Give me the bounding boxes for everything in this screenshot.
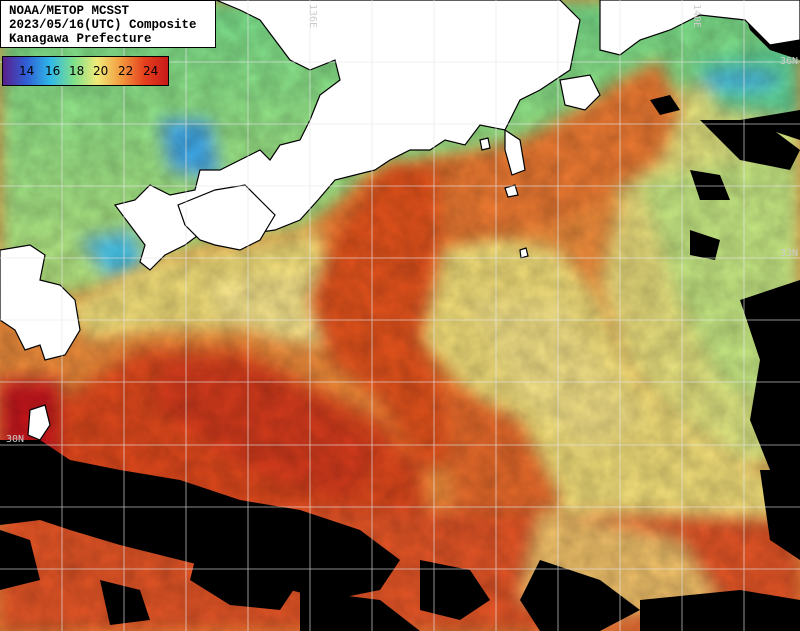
legend-tick-24: 24 <box>143 64 159 78</box>
legend-tick-16: 16 <box>45 64 61 78</box>
kyushu-land <box>0 244 81 361</box>
lon-label-136: 136E <box>307 4 318 29</box>
legend-tick-22: 22 <box>118 64 134 78</box>
islet-3 <box>27 404 51 441</box>
legend-tick-18: 18 <box>69 64 85 78</box>
title-line-1: NOAA/METOP MCSST <box>9 4 130 18</box>
title-line-3: Kanagawa Prefecture <box>9 32 152 46</box>
northeast-land <box>599 0 800 56</box>
land-masses <box>0 0 800 441</box>
boso-peninsula-land <box>559 74 601 111</box>
islet-2 <box>479 137 491 151</box>
temperature-legend: 14 16 18 20 22 24 <box>2 56 169 86</box>
izu-peninsula-land <box>504 128 526 176</box>
lon-label-140: 140E <box>691 4 702 29</box>
legend-color-bar <box>3 57 168 85</box>
legend-labels: 14 16 18 20 22 24 <box>3 57 168 85</box>
lat-label-33: 33N <box>780 248 799 259</box>
islet-4 <box>519 247 529 259</box>
islet-1 <box>504 184 519 198</box>
title-box: NOAA/METOP MCSST 2023/05/16(UTC) Composi… <box>0 0 216 48</box>
lat-label-30: 30N <box>6 434 25 445</box>
lat-label-36: 36N <box>780 56 799 67</box>
shikoku-land <box>177 184 276 251</box>
legend-tick-14: 14 <box>19 64 35 78</box>
legend-tick-20: 20 <box>93 64 109 78</box>
title-line-2: 2023/05/16(UTC) Composite <box>9 18 197 32</box>
